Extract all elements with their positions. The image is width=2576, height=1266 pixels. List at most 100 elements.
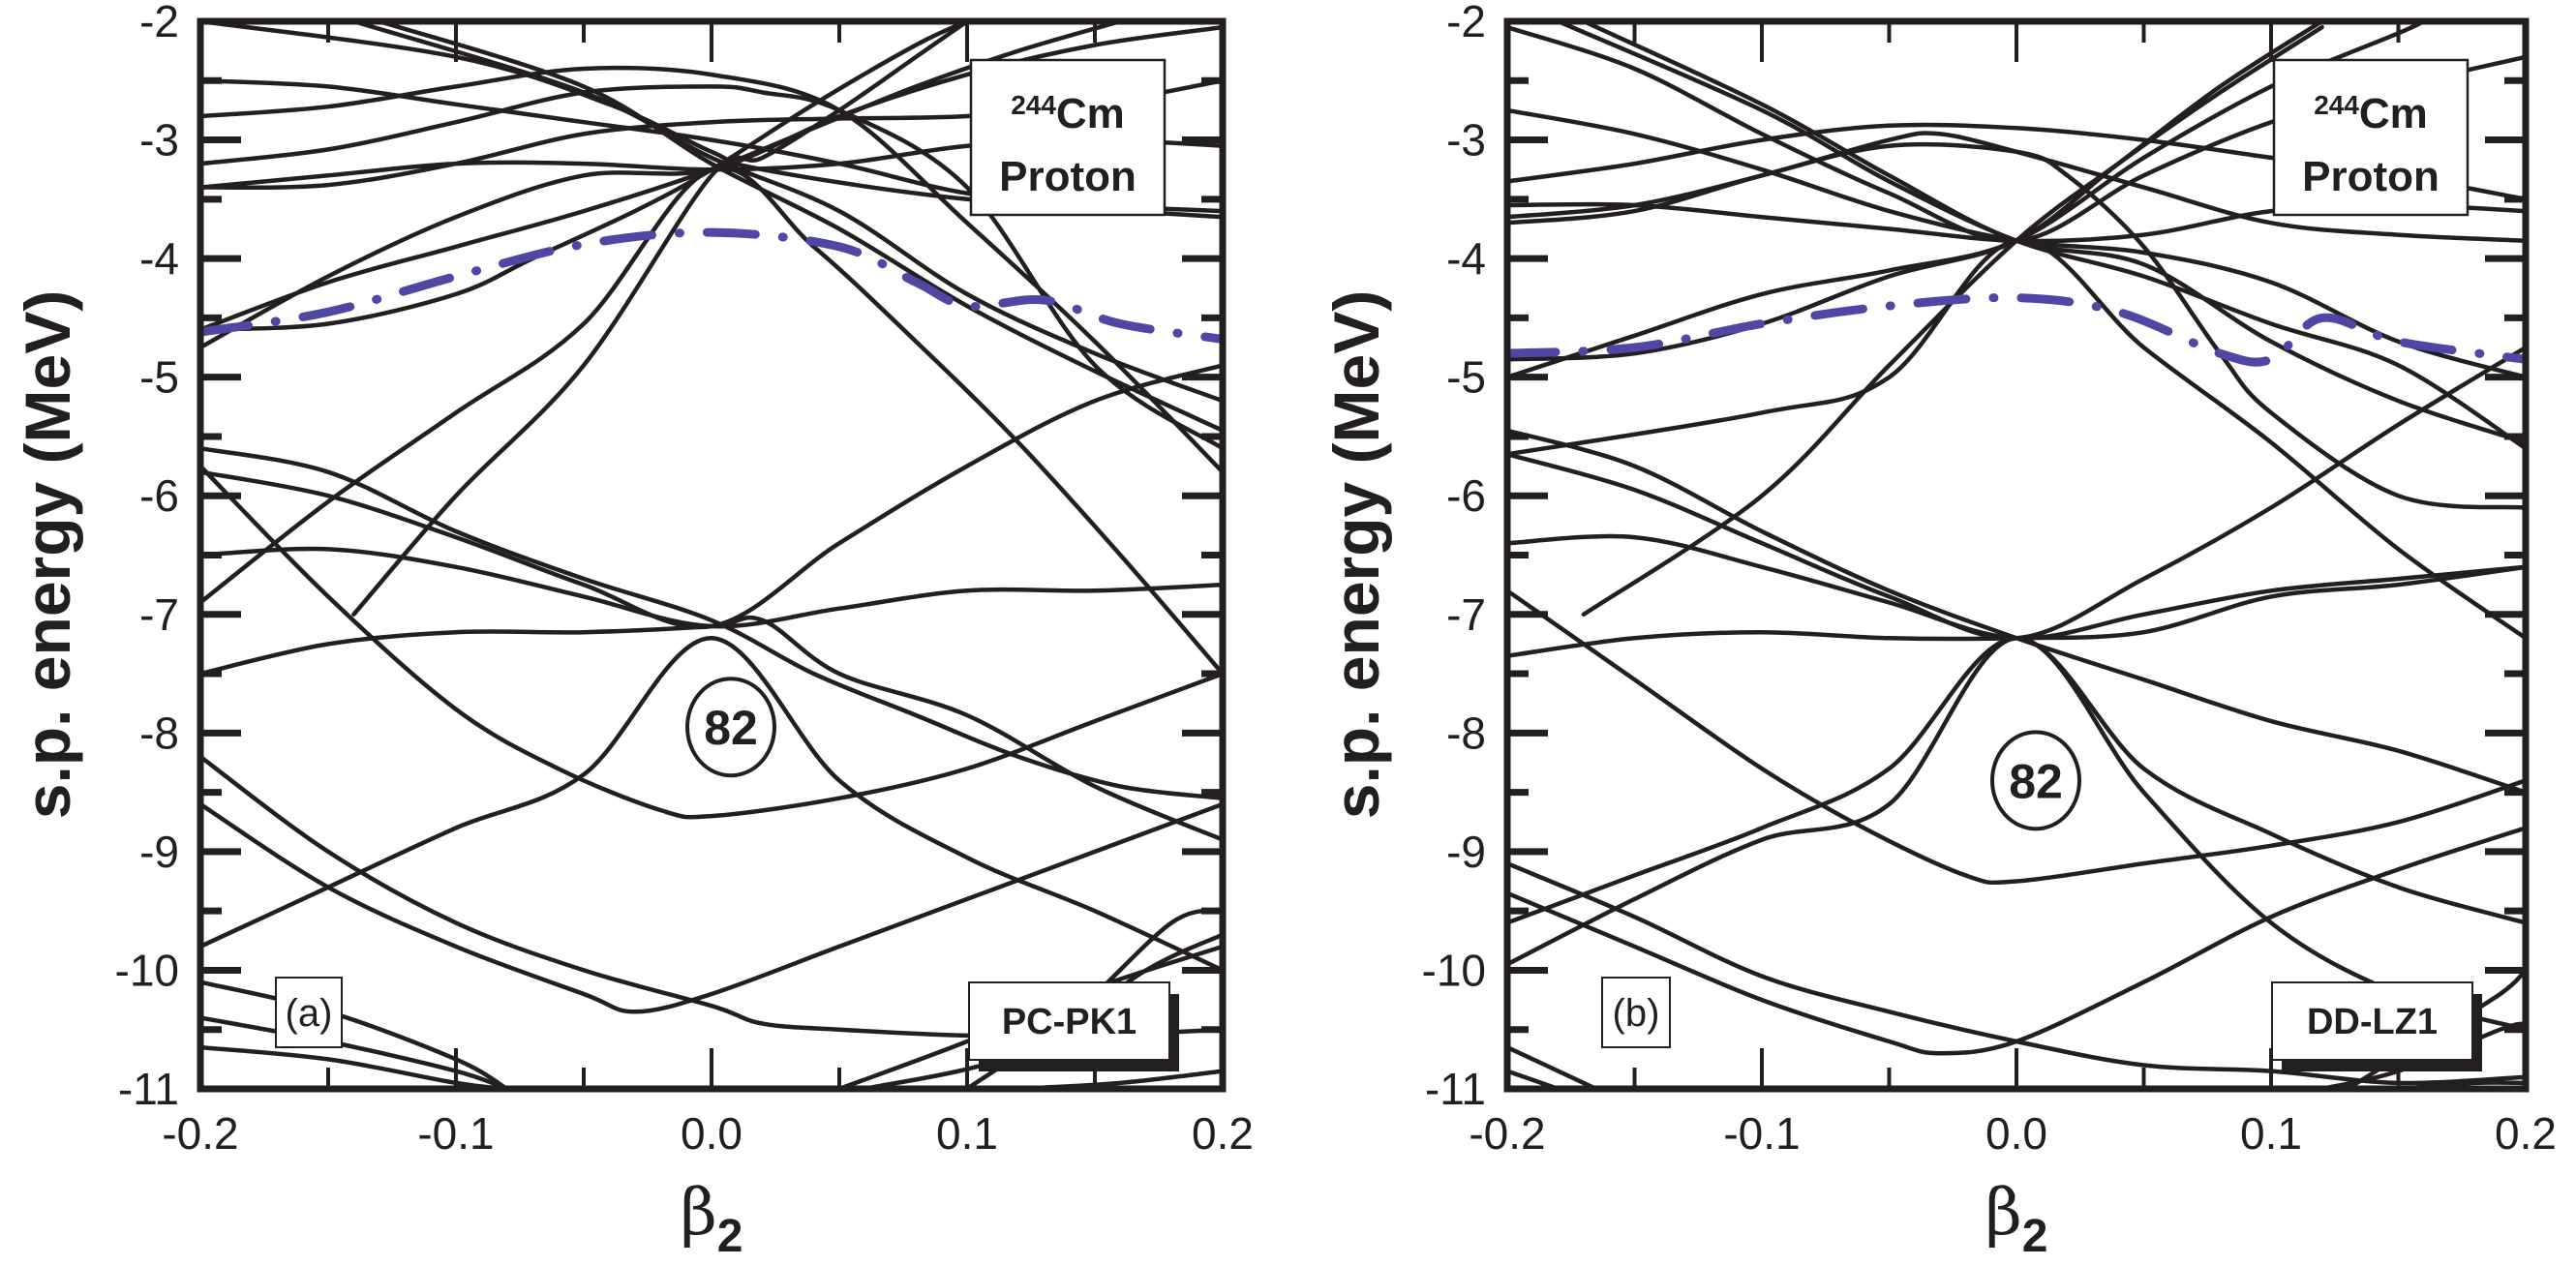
y-tick-label: -6 (1446, 470, 1486, 521)
y-tick-label: -8 (139, 708, 179, 758)
x-tick-label: 0.0 (681, 1108, 742, 1159)
x-tick-label: -0.2 (162, 1108, 238, 1159)
level-curve-level-3 (1581, 21, 2526, 445)
plot-frame (197, 17, 1227, 1093)
y-tick-label: -9 (1446, 827, 1486, 877)
particle-type: Proton (999, 153, 1136, 200)
x-tick-label: 0.2 (1192, 1108, 1254, 1159)
level-curve-level-10 (200, 21, 970, 332)
element-symbol: Cm (2359, 90, 2428, 137)
level-curve-level-16 (1507, 588, 2526, 886)
level-curve-level-20 (1507, 826, 2526, 1056)
y-tick-label: -11 (1425, 1064, 1486, 1114)
y-tick-label: -7 (139, 589, 179, 640)
y-tick-label: -10 (1422, 945, 1486, 995)
level-curve-level-22 (1507, 1044, 1599, 1089)
level-curve-level-5 (1507, 131, 2526, 243)
fermi-level-line (1507, 292, 2526, 367)
x-tick-label: 0.0 (1985, 1108, 2047, 1159)
y-tick-label: -8 (1446, 708, 1486, 758)
y-tick-label: -10 (115, 945, 179, 995)
y-tick-labels: -2 -3 -4 -5 -6 -7 -8 -9 -10 -11 (1422, 0, 1486, 1114)
model-label: PC-PK1 (1002, 1002, 1136, 1042)
level-curve-level-12 (351, 21, 970, 618)
mass-number: 244 (1011, 90, 1056, 120)
panel-b: s.p. energy (MeV) -2 -3 -4 -5 -6 -7 -8 -9 -10 -11… (1320, 0, 2557, 1262)
x-axis-symbol: β (681, 1175, 717, 1250)
fermi-level-group (1507, 292, 2526, 367)
x-axis-symbol: β (1985, 1175, 2022, 1250)
y-tick-label: -11 (118, 1064, 179, 1114)
level-curve-level-14 (200, 445, 1223, 800)
magic-number-text: 82 (2009, 754, 2063, 808)
svg-text:244Cm: 244Cm (2314, 90, 2428, 137)
panel-tag: (a) (286, 992, 333, 1035)
model-label-box: PC-PK1 (968, 981, 1179, 1071)
y-tick-label: -2 (1446, 0, 1486, 46)
x-axis-subscript: 2 (2022, 1211, 2048, 1262)
level-curve-level-21 (200, 636, 1223, 973)
y-tick-label: -3 (139, 115, 179, 166)
y-tick-label: -6 (139, 470, 179, 521)
x-tick-label: -0.1 (417, 1108, 494, 1159)
level-curve-level-23 (200, 1015, 510, 1089)
y-axis-label: s.p. energy (MeV) (12, 290, 83, 819)
x-tick-label: 0.1 (936, 1108, 998, 1159)
magic-number-ellipse (1990, 730, 2081, 831)
particle-type: Proton (2302, 153, 2440, 200)
panel-tag: (b) (1613, 992, 1660, 1035)
level-curve-level-20 (200, 801, 1223, 1014)
level-curve-level-10 (1507, 21, 2324, 362)
x-tick-label: 0.2 (2495, 1108, 2557, 1159)
model-label-box: DD-LZ1 (2271, 981, 2482, 1071)
x-tick-labels: -0.2 -0.1 0.0 0.1 0.2 (1469, 1108, 2557, 1159)
nucleus-legend-box: 244Cm Proton (969, 58, 1167, 217)
x-tick-label: 0.1 (2240, 1108, 2302, 1159)
magic-number-label: 82 (1990, 730, 2081, 831)
y-tick-label: -3 (1446, 115, 1486, 166)
x-tick-label: -0.2 (1469, 1108, 1545, 1159)
x-axis-subscript: 2 (717, 1211, 743, 1262)
svg-text:244Cm: 244Cm (1011, 90, 1125, 137)
element-symbol: Cm (1056, 90, 1125, 137)
y-tick-label: -4 (1446, 233, 1486, 284)
fermi-level-group (200, 227, 1223, 344)
plot-frame (1503, 17, 2530, 1093)
x-tick-label: -0.1 (1723, 1108, 1800, 1159)
y-axis-label: s.p. energy (MeV) (1320, 290, 1392, 819)
level-curve-level-22 (200, 980, 510, 1089)
fermi-level-line (200, 227, 1223, 344)
x-tick-labels: -0.2 -0.1 0.0 0.1 0.2 (162, 1108, 1254, 1159)
level-curve-level-21 (1507, 636, 2526, 1032)
x-axis-label: β2 (1985, 1175, 2048, 1262)
model-label: DD-LZ1 (2307, 1002, 2438, 1042)
level-curve-level-11 (1581, 24, 2324, 618)
panel-tag-box: (a) (275, 977, 343, 1048)
y-tick-label: -9 (139, 827, 179, 877)
level-curve-level-3 (377, 21, 1223, 434)
level-curve-level-12 (1507, 238, 2526, 641)
level-curve-level-2 (351, 21, 1223, 404)
panel-a: s.p. energy (MeV) -2 -3 -4 -5 -6 -7 -8 -9 -10 -11… (12, 0, 1254, 1262)
level-curve-level-6 (200, 84, 1223, 451)
y-tick-labels: -2 -3 -4 -5 -6 -7 -8 -9 -10 -11 (115, 0, 179, 1114)
level-curve-level-5 (200, 65, 1223, 474)
magic-number-ellipse (685, 677, 776, 778)
magic-number-label: 82 (685, 677, 776, 778)
mass-number: 244 (2314, 90, 2359, 120)
level-curve-level-18 (200, 615, 1223, 842)
level-curve-level-16 (200, 464, 1223, 820)
y-tick-label: -2 (139, 0, 179, 46)
level-curve-level-13 (200, 166, 1223, 677)
y-tick-label: -7 (1446, 589, 1486, 640)
x-axis-label: β2 (681, 1175, 743, 1262)
nucleus-legend-box: 244Cm Proton (2272, 58, 2470, 217)
y-tick-label: -5 (139, 352, 179, 403)
y-tick-label: -5 (1446, 352, 1486, 403)
level-curve-level-24 (200, 1044, 510, 1089)
magic-number-text: 82 (704, 701, 758, 755)
y-tick-label: -4 (139, 233, 179, 284)
panel-tag-box: (b) (1601, 977, 1671, 1048)
level-curve-level-6 (1507, 141, 2526, 510)
